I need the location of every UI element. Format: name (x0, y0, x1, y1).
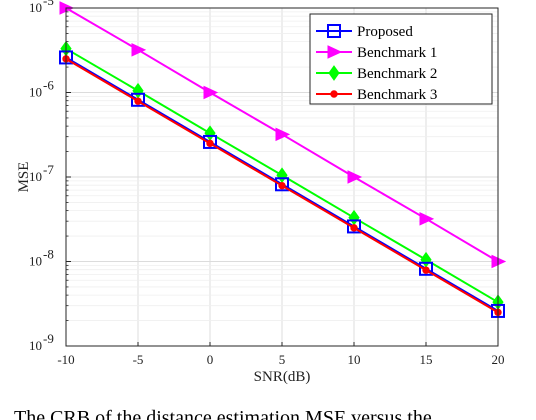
marker-dot (206, 139, 214, 148)
y-tick-label: 10 (29, 0, 42, 15)
legend-label: Proposed (357, 24, 413, 40)
marker-square (327, 24, 341, 38)
marker-dot (330, 90, 338, 98)
legend: Proposed Benchmark 1 Benchmark 2 Benchmark … (309, 13, 493, 105)
legend-label: Benchmark 3 (357, 87, 437, 103)
x-tick-label: 10 (348, 352, 361, 367)
x-tick-label: 5 (279, 352, 286, 367)
marker-dot (350, 224, 358, 232)
y-tick-label: 10 (29, 338, 42, 353)
marker-triangle (131, 43, 147, 57)
marker-triangle (419, 212, 435, 226)
marker-square (275, 177, 289, 192)
y-tick-label: 10 (29, 85, 42, 100)
legend-entry: Benchmark 3 (316, 87, 437, 103)
marker-triangle (203, 85, 219, 100)
marker-triangle (275, 127, 291, 142)
marker-triangle (347, 170, 363, 184)
series-lines (59, 1, 507, 318)
series-benchmark-3 (62, 55, 502, 317)
x-tick-label: 0 (207, 352, 214, 367)
marker-dot (422, 266, 430, 274)
x-tick-label: -5 (133, 352, 144, 367)
marker-square (419, 261, 433, 276)
x-axis-label: SNR(dB) (254, 369, 311, 385)
marker-square (203, 134, 217, 149)
marker-triangle (327, 45, 343, 59)
y-tick-exponent: -6 (43, 78, 54, 93)
legend-label: Benchmark 1 (357, 45, 437, 61)
legend-label: Benchmark 2 (357, 66, 437, 82)
y-tick-label: 10 (29, 169, 42, 184)
marker-square (131, 92, 145, 107)
y-tick-exponent: -5 (43, 0, 54, 8)
figure-caption: The CRB of the distance estimation MSE v… (14, 407, 432, 420)
y-tick-exponent: -9 (43, 331, 54, 346)
y-tick-exponent: -7 (43, 162, 54, 177)
x-tick-label: 15 (420, 352, 433, 367)
legend-entry: Benchmark 2 (316, 65, 437, 82)
legend-entry: Benchmark 1 (316, 45, 437, 61)
x-tick-label: 20 (492, 352, 505, 367)
marker-dot (278, 181, 286, 190)
marker-diamond (328, 65, 340, 81)
y-tick-label: 10 (29, 254, 42, 269)
legend-entry: Proposed (316, 24, 413, 40)
marker-dot (134, 97, 142, 105)
y-tick-exponent: -8 (43, 247, 54, 262)
y-axis-label: MSE (16, 162, 32, 193)
x-tick-label: -10 (57, 352, 74, 367)
marker-square (347, 219, 361, 234)
